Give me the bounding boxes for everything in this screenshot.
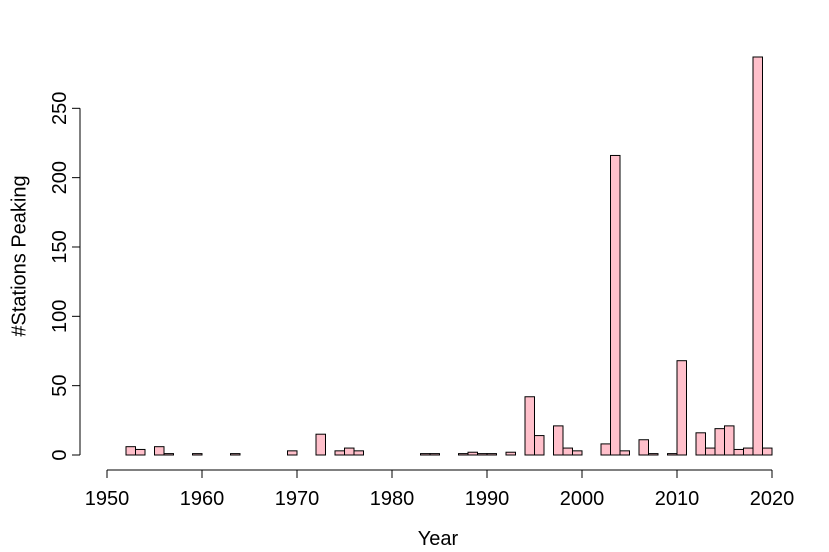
bar bbox=[562, 447, 573, 456]
bar bbox=[695, 432, 706, 456]
x-tick-label: 2020 bbox=[750, 488, 795, 510]
bar bbox=[762, 447, 773, 456]
y-tick-label: 250 bbox=[49, 92, 71, 125]
x-tick-label: 1980 bbox=[370, 488, 415, 510]
bar bbox=[648, 453, 659, 456]
bar bbox=[676, 360, 687, 456]
bar bbox=[743, 447, 754, 456]
bar bbox=[534, 435, 545, 456]
bar bbox=[610, 154, 621, 456]
x-tick-label: 1990 bbox=[465, 488, 510, 510]
bar bbox=[458, 453, 469, 456]
y-tick-label: 50 bbox=[49, 375, 71, 397]
bar bbox=[524, 396, 535, 456]
y-tick-label: 200 bbox=[49, 161, 71, 194]
bar bbox=[287, 450, 298, 456]
bar bbox=[752, 56, 763, 456]
y-tick-label: 150 bbox=[49, 230, 71, 263]
y-tick-label: 100 bbox=[49, 300, 71, 333]
bar bbox=[334, 450, 345, 456]
bar bbox=[230, 453, 241, 456]
bar bbox=[163, 453, 174, 456]
bar bbox=[705, 447, 716, 456]
bar bbox=[125, 446, 136, 456]
bar bbox=[344, 447, 355, 456]
bar bbox=[315, 433, 326, 456]
bar bbox=[467, 451, 478, 456]
bar bbox=[638, 439, 649, 456]
y-tick-label: 0 bbox=[49, 449, 71, 460]
bar bbox=[154, 446, 165, 456]
bar bbox=[572, 450, 583, 456]
bar bbox=[714, 428, 725, 456]
bar bbox=[724, 425, 735, 456]
bar bbox=[420, 453, 431, 456]
x-axis-label: Year bbox=[418, 528, 459, 550]
bar bbox=[600, 443, 611, 456]
bar bbox=[667, 453, 678, 456]
x-tick-label: 2000 bbox=[560, 488, 605, 510]
bar bbox=[429, 453, 440, 456]
x-tick-label: 1970 bbox=[275, 488, 320, 510]
x-tick-label: 1950 bbox=[85, 488, 130, 510]
x-tick-label: 1960 bbox=[180, 488, 225, 510]
bar bbox=[477, 453, 488, 456]
bar bbox=[505, 451, 516, 456]
y-axis-label: #Stations Peaking bbox=[8, 175, 30, 336]
bar bbox=[486, 453, 497, 456]
bar bbox=[135, 448, 146, 456]
x-tick-label: 2010 bbox=[655, 488, 700, 510]
bar bbox=[733, 448, 744, 456]
bar bbox=[353, 450, 364, 456]
bar bbox=[619, 450, 630, 456]
bar bbox=[192, 453, 203, 456]
bar bbox=[553, 425, 564, 456]
